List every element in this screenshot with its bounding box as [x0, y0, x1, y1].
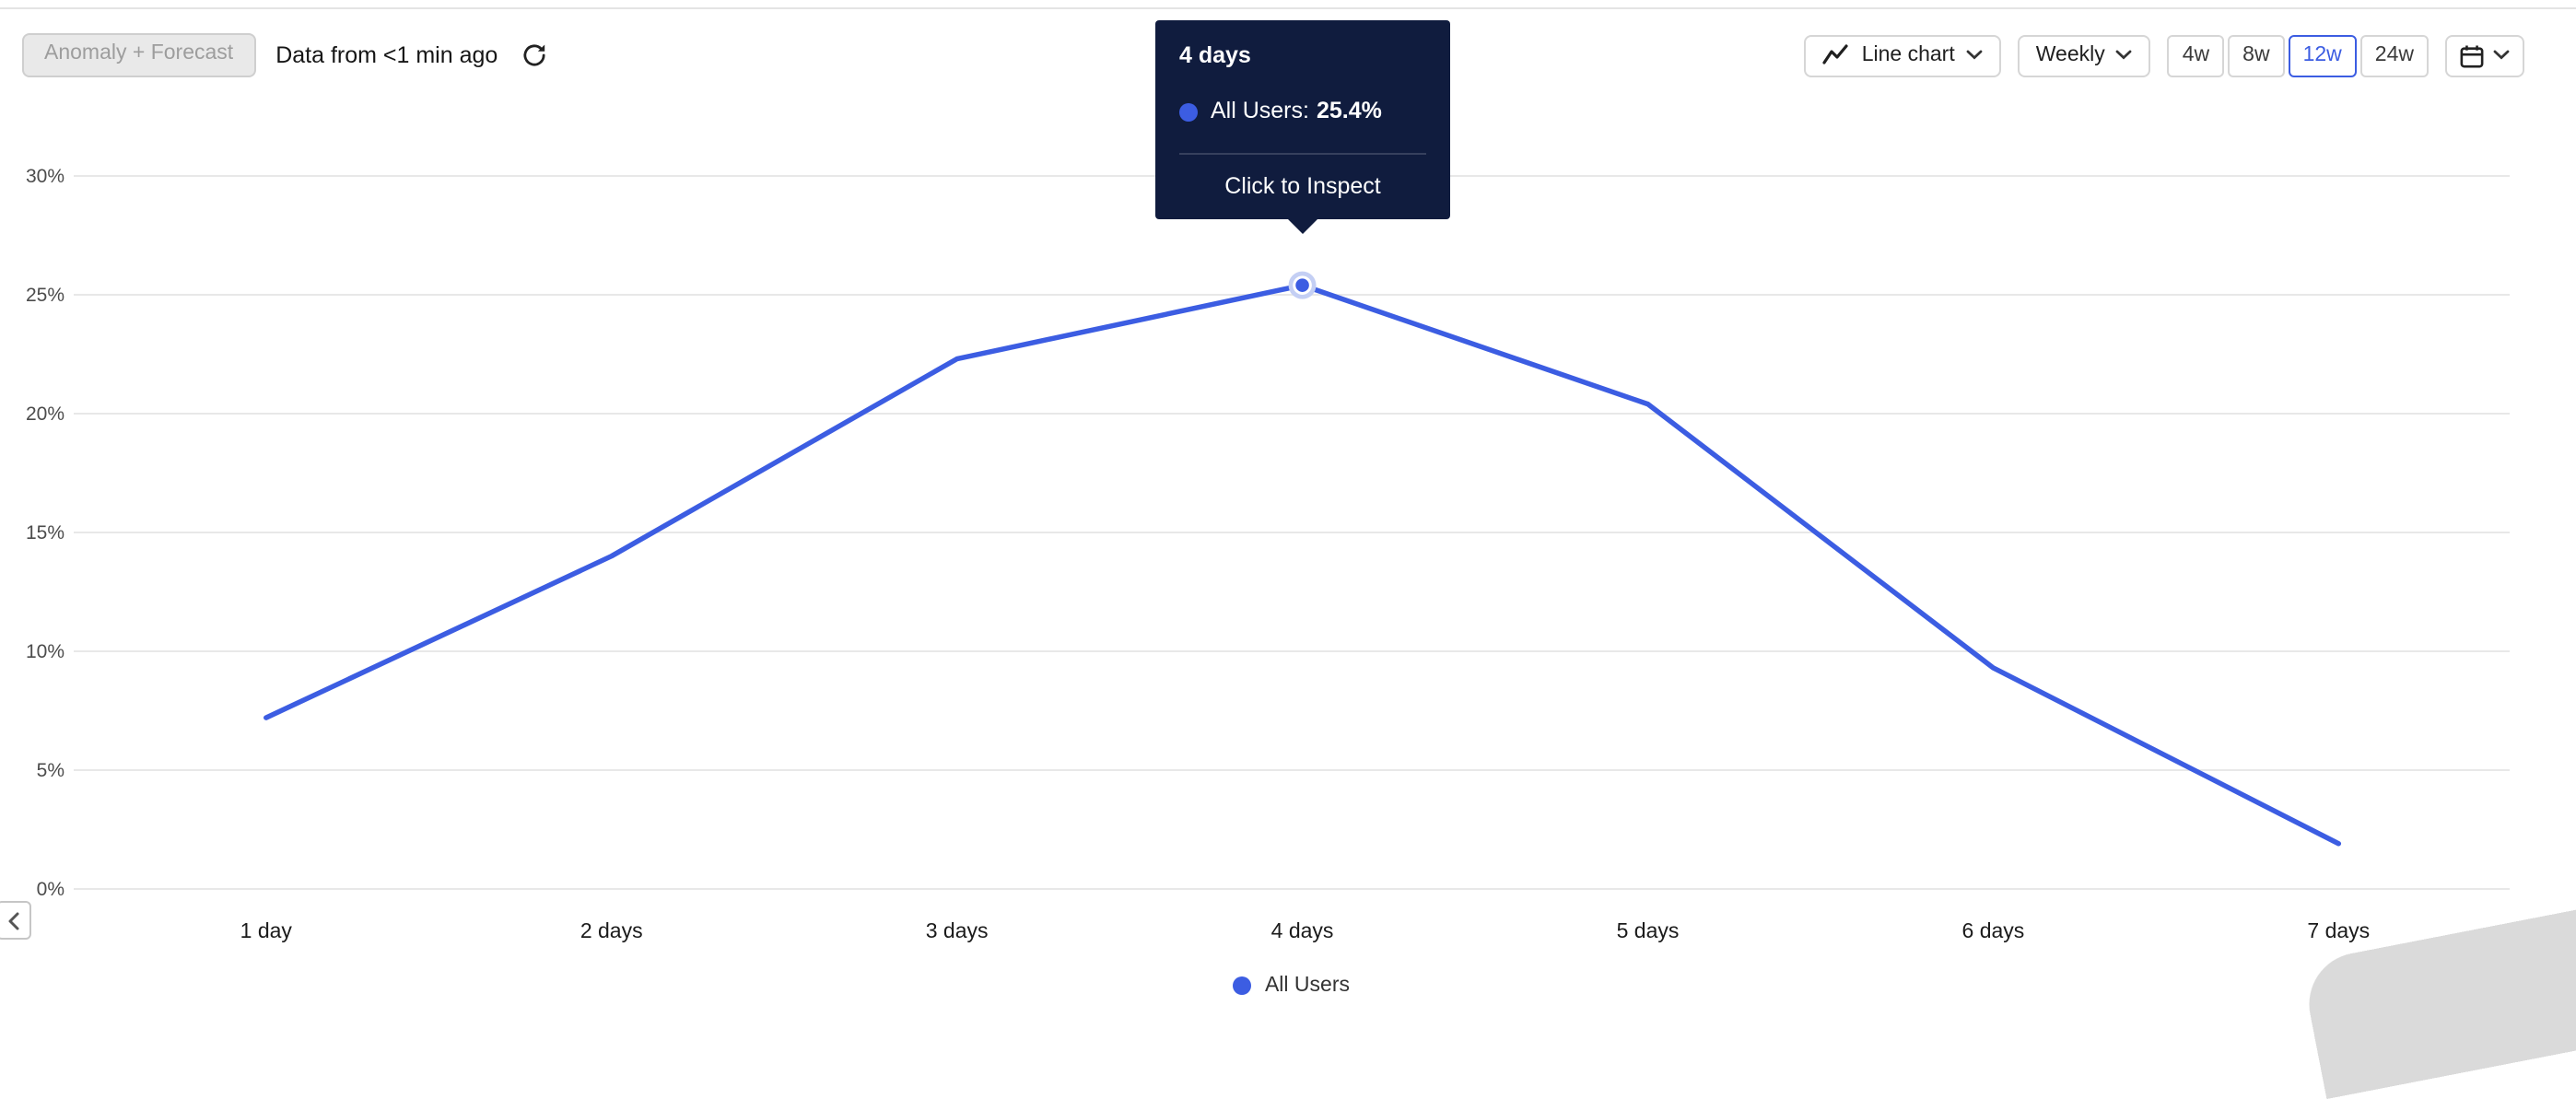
y-tick-label: 30%: [26, 166, 64, 187]
chart-toolbar: Anomaly + Forecast Data from <1 min ago: [22, 31, 2524, 79]
interval-label: Weekly: [2035, 44, 2105, 66]
top-divider: [0, 7, 2576, 9]
toolbar-right: Line chart Weekly 4w 8w 12w: [1804, 34, 2524, 76]
x-tick-label: 1 day: [240, 918, 293, 942]
tooltip-value: 25.4%: [1316, 98, 1382, 123]
range-button-4w[interactable]: 4w: [2167, 34, 2225, 76]
y-tick-label: 0%: [37, 879, 64, 900]
toolbar-left: Anomaly + Forecast Data from <1 min ago: [22, 33, 547, 77]
interval-dropdown[interactable]: Weekly: [2017, 34, 2151, 76]
legend-label: All Users: [1264, 975, 1350, 997]
x-tick-label: 4 days: [1271, 918, 1334, 942]
chevron-left-icon: [7, 911, 20, 929]
y-tick-label: 10%: [26, 641, 64, 662]
data-point-marker: [1293, 275, 1312, 295]
legend-item-all-users[interactable]: All Users: [1233, 975, 1350, 997]
chart-type-dropdown[interactable]: Line chart: [1804, 34, 2001, 76]
x-tick-label: 6 days: [1962, 918, 2025, 942]
legend-dot-icon: [1233, 976, 1252, 995]
range-button-24w[interactable]: 24w: [2359, 34, 2429, 76]
y-tick-label: 20%: [26, 403, 64, 425]
x-tick-label: 7 days: [2307, 918, 2370, 942]
collapse-panel-button[interactable]: [0, 901, 31, 940]
tooltip-arrow: [1288, 219, 1317, 234]
tooltip-series-row: All Users: 25.4%: [1179, 98, 1426, 125]
range-button-8w[interactable]: 8w: [2228, 34, 2285, 76]
tooltip-series-label: All Users:: [1211, 98, 1309, 123]
data-freshness-text: Data from <1 min ago: [275, 42, 498, 68]
time-range-group: 4w 8w 12w 24w: [2167, 34, 2429, 76]
x-tick-label: 3 days: [926, 918, 989, 942]
series-dot-icon: [1179, 102, 1198, 121]
tooltip-action[interactable]: Click to Inspect: [1179, 153, 1426, 201]
tooltip[interactable]: 4 days All Users: 25.4% Click to Inspect: [1155, 20, 1450, 234]
chevron-down-icon: [1966, 50, 1983, 61]
refresh-button[interactable]: [521, 42, 547, 68]
chevron-down-icon: [2116, 50, 2133, 61]
chart-type-label: Line chart: [1861, 44, 1955, 66]
line-chart-icon: [1823, 44, 1851, 66]
date-picker-button[interactable]: [2445, 34, 2524, 76]
chart-legend: All Users: [74, 975, 2510, 997]
calendar-icon: [2460, 43, 2484, 67]
x-tick-label: 2 days: [580, 918, 643, 942]
range-button-12w[interactable]: 12w: [2288, 34, 2357, 76]
tooltip-title: 4 days: [1179, 42, 1251, 68]
y-tick-label: 25%: [26, 285, 64, 306]
series-line: [263, 282, 2342, 847]
x-tick-label: 5 days: [1617, 918, 1680, 942]
chevron-down-icon: [2493, 50, 2510, 61]
y-tick-label: 15%: [26, 522, 64, 544]
anomaly-forecast-button[interactable]: Anomaly + Forecast: [22, 33, 256, 77]
refresh-icon: [521, 42, 547, 68]
analytics-chart-panel: Anomaly + Forecast Data from <1 min ago: [0, 7, 2576, 1099]
y-tick-label: 5%: [37, 760, 64, 781]
